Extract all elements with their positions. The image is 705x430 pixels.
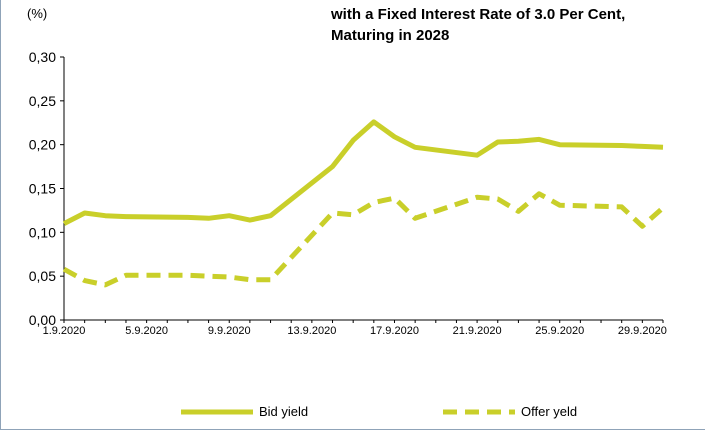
y-tick-label: 0,00 bbox=[29, 312, 56, 328]
y-tick-label: 0,20 bbox=[29, 137, 56, 153]
y-tick-label: 0,25 bbox=[29, 93, 56, 109]
legend-label-bid: Bid yield bbox=[259, 404, 309, 419]
chart-plot: 0,00 0,05 0,10 0,15 0,20 0,25 0,30 1.9.2020 5.9.… bbox=[29, 49, 667, 337]
x-tick-label: 5.9.2020 bbox=[125, 325, 168, 337]
x-tick-label: 21.9.2020 bbox=[453, 325, 502, 337]
legend-item-bid: Bid yield bbox=[179, 404, 308, 419]
series-line-offer-yield bbox=[62, 191, 665, 288]
y-tick-label: 0,15 bbox=[29, 181, 56, 197]
x-tick-label: 29.9.2020 bbox=[618, 325, 667, 337]
legend-swatch-solid bbox=[181, 409, 253, 414]
y-tick-label: 0,10 bbox=[29, 224, 56, 240]
y-tick-label: 0,30 bbox=[29, 49, 56, 65]
legend-item-offer: Offer yeld bbox=[441, 404, 577, 419]
x-tick-label: 25.9.2020 bbox=[535, 325, 584, 337]
x-tick-label: 17.9.2020 bbox=[370, 325, 419, 337]
x-tick-label: 13.9.2020 bbox=[287, 325, 336, 337]
x-tick-label: 9.9.2020 bbox=[208, 325, 251, 337]
x-tick-label: 1.9.2020 bbox=[43, 325, 86, 337]
chart-title: with a Fixed Interest Rate of 3.0 Per Ce… bbox=[331, 6, 626, 44]
y-axis-unit-label: (%) bbox=[27, 6, 48, 21]
series-line-bid-yield bbox=[62, 119, 664, 226]
y-tick-label: 0,05 bbox=[29, 268, 56, 284]
legend-label-offer: Offer yeld bbox=[521, 404, 578, 419]
legend-swatch-dashed bbox=[443, 409, 515, 414]
